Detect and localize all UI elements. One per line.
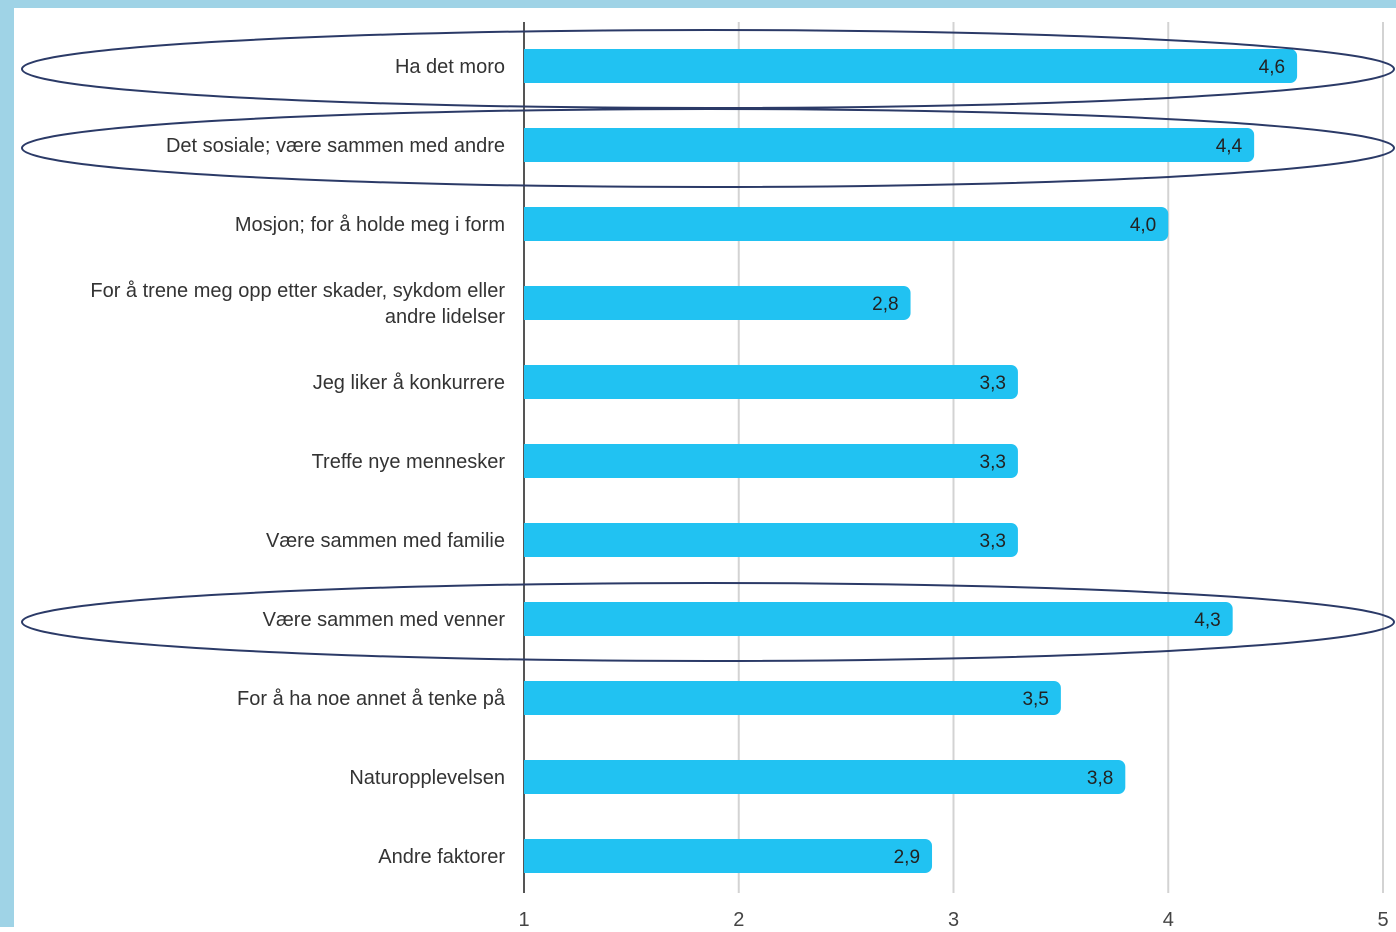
bar-square-end [524,760,533,794]
bar-square-end [524,49,533,83]
bar-square-end [524,128,533,162]
bars: 4,6 4,4 4,0 2,8 3,3 3,3 3,3 4,3 3,5 3,8 2,9 [524,49,1298,873]
bar-square-end [524,681,533,715]
bar [524,681,1061,715]
bar-square-end [524,444,533,478]
bar-value-label: 4,3 [1194,610,1220,631]
bar-value-label: 3,5 [1022,689,1048,710]
bar [524,286,911,320]
bar [524,444,1018,478]
category-label: Ha det moro [395,56,505,78]
bar [524,49,1298,83]
bar-value-label: 4,6 [1259,57,1285,78]
highlight-ellipses [21,29,1395,662]
bar-value-label: 3,3 [980,452,1006,473]
x-tick-label: 1 [518,909,529,927]
category-label: Være sammen med familie [266,530,505,552]
bar [524,523,1018,557]
bar-square-end [524,207,533,241]
x-tick-label: 3 [948,909,959,927]
highlight-ellipse [21,108,1395,188]
highlight-ellipse [21,582,1395,662]
category-label: Mosjon; for å holde meg i form [235,214,505,236]
bar-value-label: 4,4 [1216,136,1243,157]
bar-value-label: 3,3 [980,531,1006,552]
bar-square-end [524,286,533,320]
bar-value-label: 3,8 [1087,768,1113,789]
bar [524,128,1255,162]
x-tick-label: 4 [1163,909,1174,927]
category-label: Være sammen med venner [263,609,506,631]
bar-value-label: 4,0 [1130,215,1156,236]
bar-value-label: 2,8 [872,294,898,315]
bar-square-end [524,839,533,873]
bar [524,839,933,873]
category-label: For å trene meg opp etter skader, sykdom… [90,280,505,302]
category-label: Det sosiale; være sammen med andre [166,135,505,157]
category-label: Treffe nye mennesker [312,451,506,473]
bar-square-end [524,365,533,399]
bar [524,602,1233,636]
category-labels: Ha det moro Det sosiale; være sammen med … [90,56,506,868]
bar-square-end [524,523,533,557]
category-label: andre lidelser [385,306,505,328]
category-label: Andre faktorer [378,846,505,868]
category-label: Jeg liker å konkurrere [313,372,505,394]
bar-value-label: 2,9 [894,847,920,868]
category-label: For å ha noe annet å tenke på [237,688,506,710]
category-label: Naturopplevelsen [349,767,505,789]
bar [524,365,1018,399]
bar [524,760,1126,794]
x-tick-label: 5 [1377,909,1388,927]
bar-value-label: 3,3 [980,373,1006,394]
x-tick-label: 2 [733,909,744,927]
bar [524,207,1169,241]
bar-square-end [524,602,533,636]
frame-left-border [0,0,14,927]
frame-top-border [0,0,1396,8]
